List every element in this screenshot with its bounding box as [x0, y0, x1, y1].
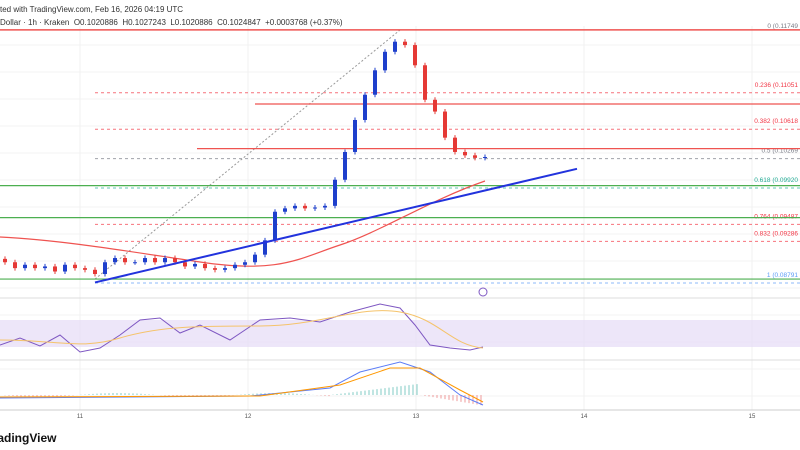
rsi-band — [0, 320, 800, 347]
fib-label: 0.382 (0.10618 — [754, 118, 798, 125]
candle — [443, 111, 447, 138]
candle — [323, 205, 327, 208]
candle — [203, 263, 207, 269]
candle — [243, 262, 247, 265]
fib-label: 0.236 (0.11051 — [755, 82, 799, 89]
open-value: O0.1020886 — [73, 18, 118, 27]
fib-diagonal — [94, 29, 401, 280]
x-tick-label: 12 — [245, 414, 252, 420]
candle — [133, 262, 137, 264]
macd-line — [0, 361, 484, 406]
candle — [463, 151, 467, 156]
x-tick-label: 13 — [413, 414, 420, 420]
low-value: L0.1020886 — [170, 18, 213, 27]
candle — [313, 207, 317, 209]
candle — [53, 266, 57, 272]
candle — [403, 41, 407, 46]
candle — [83, 268, 87, 270]
candle — [93, 269, 97, 275]
candle — [263, 240, 267, 255]
fib-label: 0.5 (0.10269 — [761, 148, 798, 155]
candle — [233, 264, 237, 269]
ohlc-legend: Dollar · 1h · Kraken O0.1020886 H0.10272… — [0, 18, 343, 27]
candle — [283, 208, 287, 212]
candle — [143, 258, 147, 263]
moving-average — [0, 180, 486, 267]
candle — [363, 94, 367, 120]
fib-label: 0.832 (0.09286 — [754, 230, 798, 237]
candle — [213, 268, 217, 270]
candle — [63, 264, 67, 272]
change-value: +0.0003768 (+0.37%) — [265, 18, 343, 27]
candle — [293, 205, 297, 209]
candle — [33, 264, 37, 269]
candle — [343, 151, 347, 180]
x-tick-label: 14 — [581, 414, 588, 420]
published-caption: ted with TradingView.com, Feb 16, 2026 0… — [0, 5, 184, 14]
rsi-ma-line — [0, 310, 484, 349]
candle — [173, 258, 177, 263]
x-tick-label: 15 — [749, 414, 756, 420]
candle — [433, 99, 437, 112]
candle — [373, 70, 377, 95]
candle — [253, 254, 257, 263]
candle — [303, 205, 307, 209]
candle — [453, 137, 457, 152]
candle — [193, 263, 197, 267]
candle — [273, 211, 277, 241]
candle — [153, 258, 157, 263]
signal-line — [0, 367, 484, 403]
close-value: C0.1024847 — [217, 18, 261, 27]
candle — [113, 258, 117, 263]
fib-label: 0.764 (0.09487 — [754, 213, 798, 220]
candle — [393, 41, 397, 52]
candle — [473, 155, 477, 158]
candle — [163, 258, 167, 263]
candle — [413, 45, 417, 66]
tradingview-logo: TradingView — [0, 431, 57, 445]
alert-icon — [478, 287, 488, 297]
x-tick-label: 11 — [77, 414, 84, 420]
candle — [383, 51, 387, 71]
candle — [353, 119, 357, 152]
candle — [483, 157, 487, 159]
candle — [23, 264, 27, 269]
candle — [3, 258, 7, 263]
candle — [103, 262, 107, 275]
fib-label: 0.618 (0.09920 — [754, 177, 798, 184]
fib-label: 0 (0.11749 — [767, 23, 798, 30]
candle — [423, 65, 427, 100]
high-value: H0.1027243 — [122, 18, 166, 27]
candle — [333, 179, 337, 206]
candle — [43, 266, 47, 269]
trend-line — [94, 167, 578, 284]
candle — [123, 258, 127, 263]
candle — [183, 262, 187, 267]
fib-label: 1 (0.08791 — [767, 272, 798, 279]
candle — [73, 264, 77, 269]
symbol-label[interactable]: Dollar · 1h · Kraken — [0, 18, 70, 27]
candle — [223, 268, 227, 270]
rsi-line — [0, 303, 484, 353]
candle — [13, 262, 17, 269]
